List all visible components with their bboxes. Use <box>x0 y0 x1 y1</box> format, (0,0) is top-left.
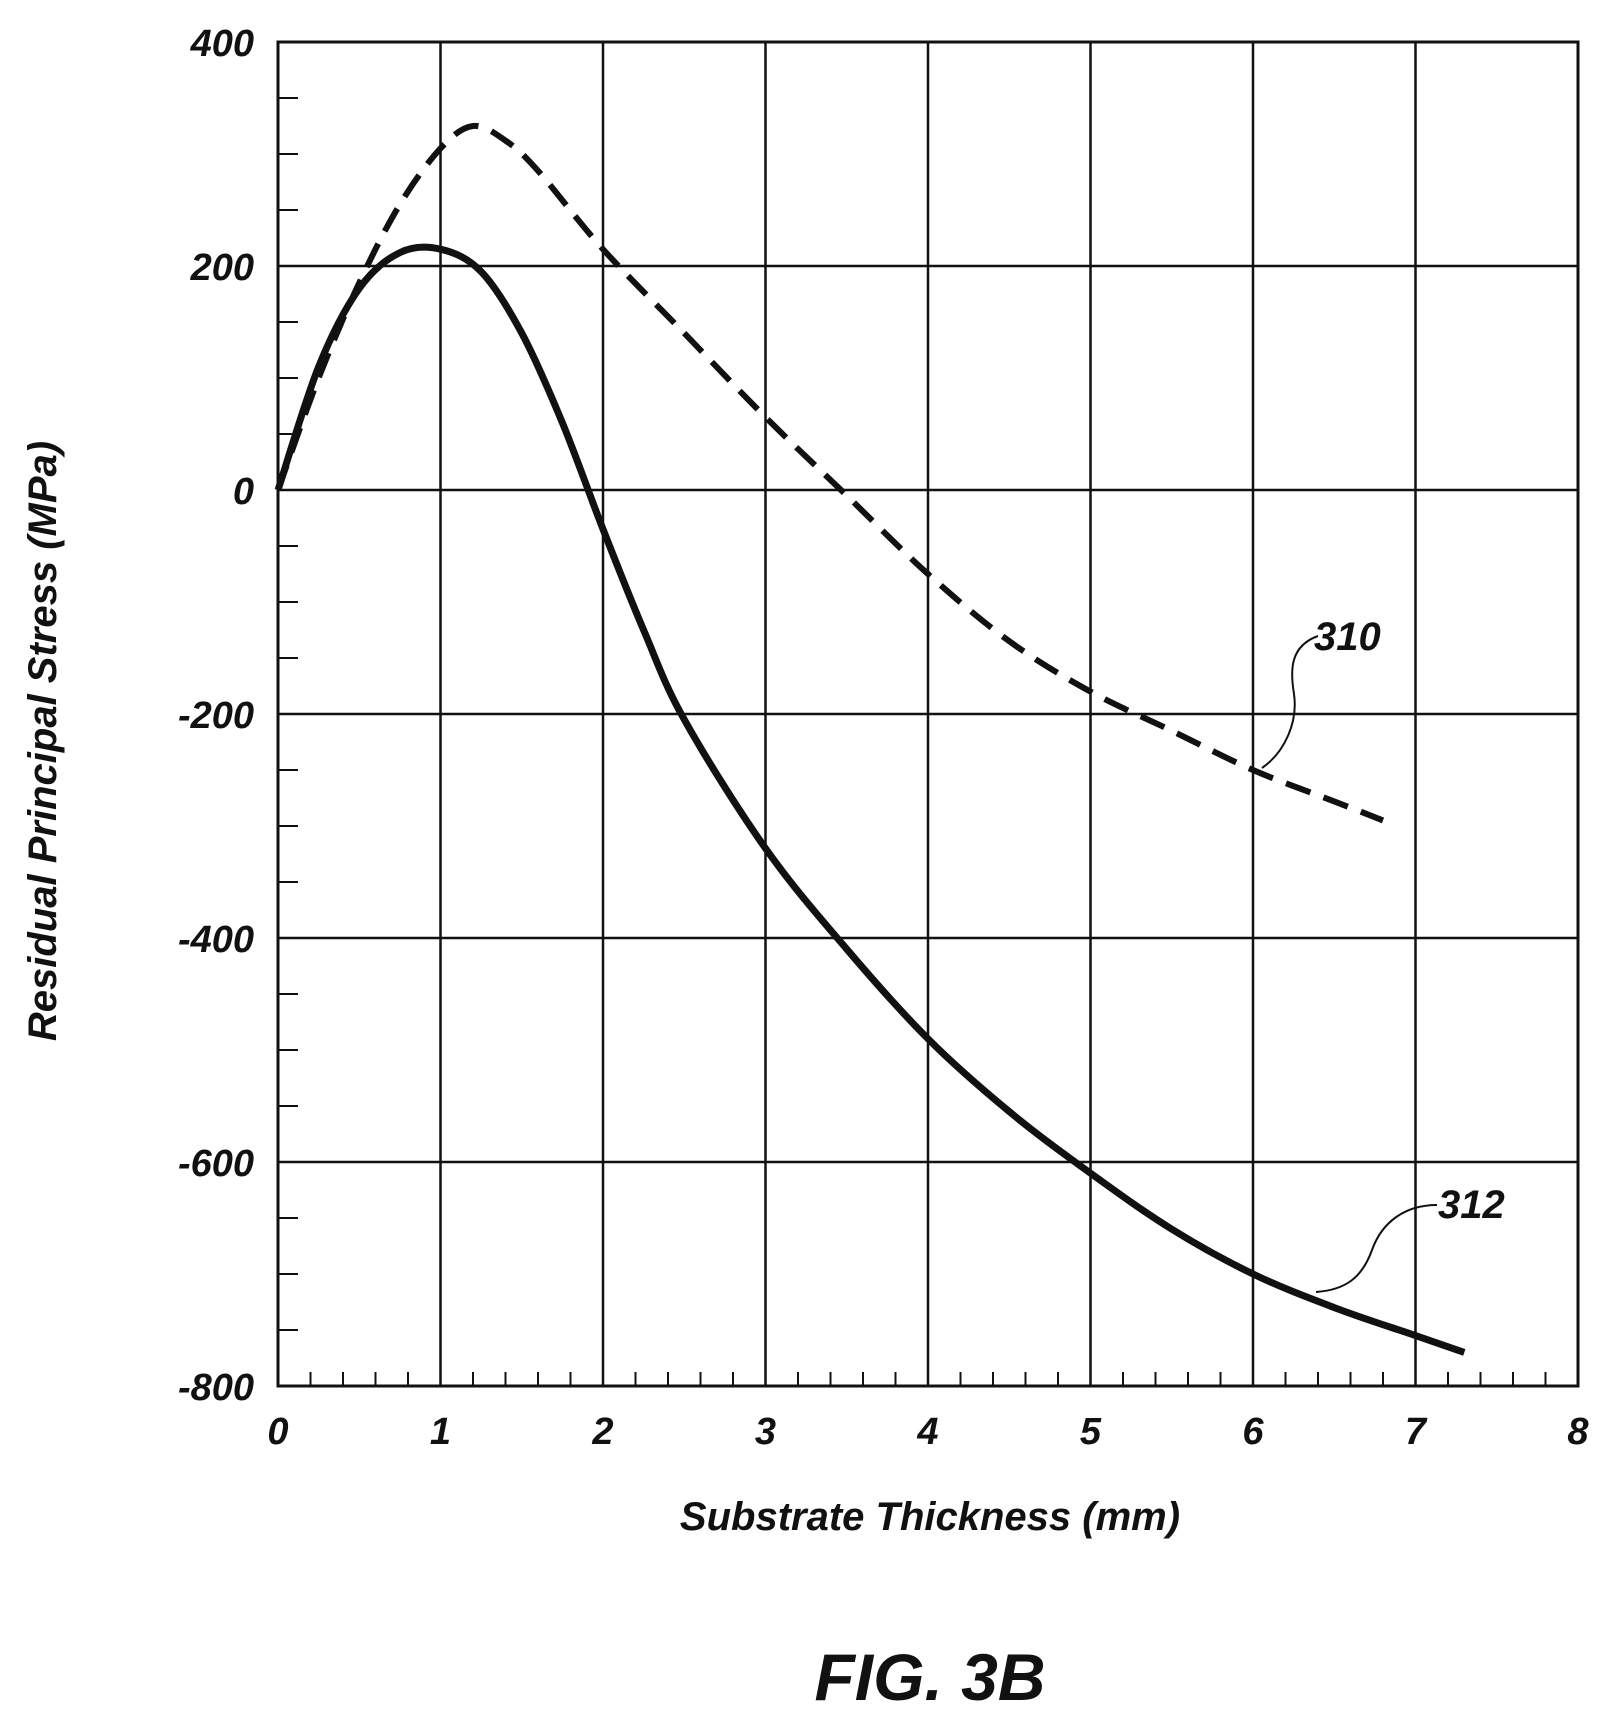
series-312-label: 312 <box>1438 1183 1505 1227</box>
series-callouts: 310 312 <box>1261 615 1505 1293</box>
x-tick-label: 3 <box>755 1411 776 1453</box>
x-tick-label: 7 <box>1405 1411 1428 1453</box>
x-tick-label: 5 <box>1080 1411 1102 1453</box>
plot-frame <box>276 40 1580 1388</box>
x-tick-label: 4 <box>916 1411 938 1453</box>
series-310-leader-line <box>1261 635 1319 769</box>
x-tick-label: 0 <box>267 1411 288 1453</box>
x-tick-label: 8 <box>1567 1411 1589 1453</box>
series-312-leader-line <box>1315 1204 1438 1293</box>
y-axis-title: Residual Principal Stress (MPa) <box>21 441 65 1041</box>
tick-labels: 0 1 2 3 4 5 6 7 8 400 200 0 -200 -400 -600 -800 <box>178 23 1589 1453</box>
plot-series <box>274 122 1466 1356</box>
figure-caption: FIG. 3B <box>814 1640 1045 1714</box>
y-tick-label: 400 <box>190 23 254 65</box>
y-tick-label: 0 <box>233 471 254 513</box>
grid <box>278 42 1578 1386</box>
y-tick-label: -600 <box>178 1143 254 1185</box>
x-tick-label: 6 <box>1242 1411 1264 1453</box>
x-tick-label: 1 <box>430 1411 451 1453</box>
x-axis-title: Substrate Thickness (mm) <box>680 1495 1180 1539</box>
series-line-310 <box>275 122 1385 824</box>
y-tick-label: -800 <box>178 1367 254 1409</box>
minor-ticks <box>278 97 1547 1386</box>
x-tick-label: 2 <box>591 1411 613 1453</box>
y-tick-label: 200 <box>190 247 254 289</box>
y-tick-label: -200 <box>178 695 254 737</box>
series-line-312 <box>274 243 1466 1356</box>
series-310-label: 310 <box>1314 615 1381 659</box>
y-tick-label: -400 <box>178 919 254 961</box>
